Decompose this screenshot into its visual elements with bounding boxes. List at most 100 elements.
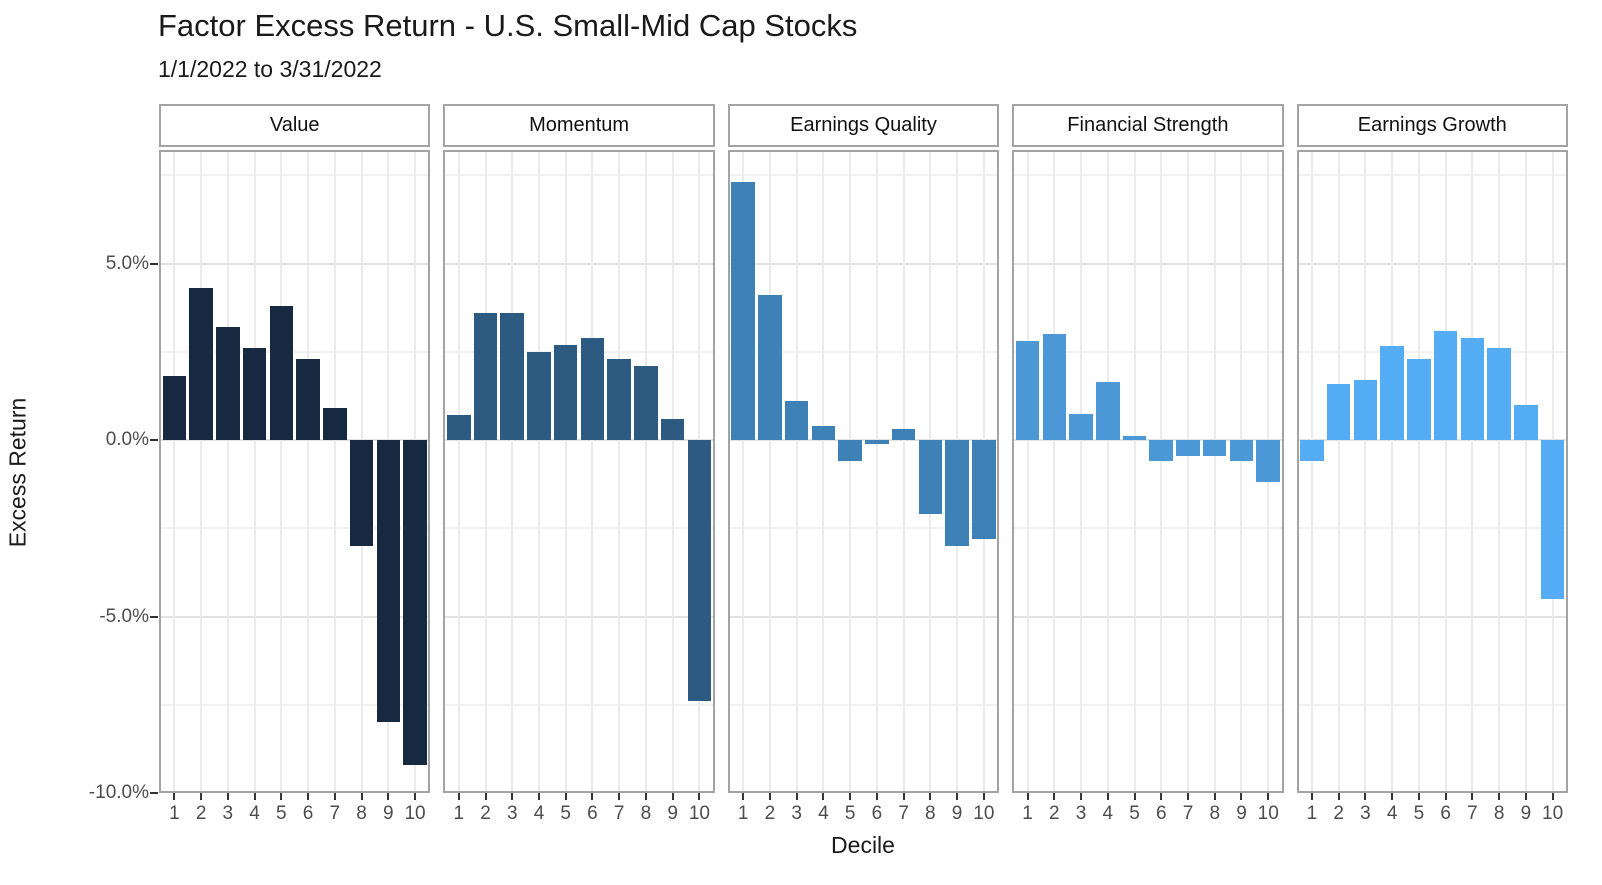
facet-panel-earnings-growth	[1296, 150, 1568, 793]
x-tick-label-momentum-1: 1	[453, 803, 465, 824]
x-tick-mark	[226, 793, 229, 800]
x-tick-label-earnings-quality-9: 9	[951, 803, 963, 824]
gridline-minor	[445, 350, 713, 353]
x-tick-mark	[484, 793, 487, 800]
x-tick-label-momentum-5: 5	[560, 803, 572, 824]
bar-value-decile-3	[216, 327, 240, 440]
bar-momentum-decile-8	[634, 365, 658, 440]
gridline-vertical	[822, 152, 825, 791]
gridline-vertical	[1337, 152, 1340, 791]
bar-earnings-growth-decile-9	[1514, 404, 1538, 440]
x-tick-mark	[929, 793, 932, 800]
gridline-major	[161, 262, 429, 265]
x-tick-label-momentum-7: 7	[613, 803, 625, 824]
x-tick-mark	[1106, 793, 1109, 800]
facet-panel-financial-strength	[1012, 150, 1284, 793]
bar-value-decile-6	[296, 358, 320, 440]
bar-earnings-quality-decile-6	[865, 440, 889, 444]
x-tick-label-momentum-2: 2	[480, 803, 491, 824]
x-tick-label-momentum-10: 10	[688, 803, 710, 824]
gridline-vertical	[1026, 152, 1029, 791]
facet-label-earnings-quality: Earnings Quality	[790, 114, 937, 136]
x-tick-mark	[1364, 793, 1367, 800]
gridline-minor	[1298, 703, 1566, 706]
bar-financial-strength-decile-10	[1256, 440, 1280, 483]
gridline-vertical	[849, 152, 852, 791]
x-tick-label-financial-strength-4: 4	[1102, 803, 1114, 824]
gridline-major	[729, 439, 998, 441]
y-tick-label--5-0-: -5.0%	[99, 605, 149, 627]
gridline-minor	[445, 703, 713, 706]
bar-financial-strength-decile-2	[1042, 334, 1067, 440]
facet-strip-earnings-growth: Earnings Growth	[1296, 104, 1568, 147]
facet-label-value: Value	[269, 114, 320, 136]
gridline-vertical	[1364, 152, 1367, 791]
x-tick-mark	[1391, 793, 1394, 800]
x-tick-label-earnings-growth-5: 5	[1413, 803, 1425, 824]
bar-financial-strength-decile-5	[1122, 436, 1147, 440]
x-tick-label-earnings-quality-7: 7	[898, 803, 909, 824]
gridline-minor	[161, 174, 429, 177]
x-tick-label-earnings-quality-2: 2	[764, 803, 776, 824]
y-tick-mark	[150, 792, 158, 794]
gridline-vertical	[1186, 152, 1189, 791]
bar-financial-strength-decile-3	[1069, 413, 1093, 440]
x-axis-title: Decile	[831, 832, 895, 858]
x-tick-mark	[822, 793, 825, 800]
bar-earnings-quality-decile-7	[891, 429, 916, 440]
x-tick-mark	[742, 793, 745, 800]
gridline-vertical	[1053, 152, 1056, 791]
x-tick-label-value-9: 9	[382, 803, 394, 824]
bar-momentum-decile-6	[580, 337, 605, 440]
gridline-minor	[1014, 174, 1282, 177]
x-tick-mark	[671, 793, 674, 800]
x-tick-label-earnings-quality-4: 4	[818, 803, 829, 824]
x-tick-mark	[457, 793, 460, 800]
x-tick-mark	[387, 793, 390, 800]
x-tick-mark	[768, 793, 771, 800]
gridline-minor	[729, 350, 998, 353]
gridline-minor	[1298, 527, 1566, 530]
bar-financial-strength-decile-1	[1015, 341, 1040, 440]
x-tick-label-momentum-4: 4	[533, 803, 545, 824]
bar-value-decile-8	[349, 440, 374, 546]
bar-value-decile-2	[189, 288, 213, 440]
y-tick-mark	[150, 262, 158, 265]
y-tick-mark	[150, 615, 158, 618]
facet-strip-momentum: Momentum	[443, 104, 715, 147]
x-tick-mark	[1026, 793, 1029, 800]
gridline-vertical	[671, 152, 674, 791]
x-tick-mark	[1417, 793, 1420, 800]
gridline-vertical	[226, 152, 229, 791]
gridline-vertical	[1106, 152, 1109, 791]
y-tick-mark	[150, 439, 158, 441]
x-tick-label-financial-strength-7: 7	[1182, 803, 1194, 824]
gridline-vertical	[307, 152, 310, 791]
x-tick-mark	[1471, 793, 1474, 800]
x-tick-label-earnings-growth-9: 9	[1520, 803, 1532, 824]
x-tick-mark	[1551, 793, 1554, 800]
x-tick-mark	[253, 793, 256, 800]
facet-panel-earnings-quality	[727, 150, 1000, 793]
x-tick-label-financial-strength-9: 9	[1236, 803, 1247, 824]
x-tick-label-value-10: 10	[404, 803, 426, 824]
bar-value-decile-1	[162, 376, 187, 440]
gridline-major	[445, 439, 713, 441]
x-tick-label-momentum-9: 9	[667, 803, 678, 824]
x-tick-label-value-4: 4	[249, 803, 260, 824]
gridline-minor	[1014, 350, 1282, 353]
gridline-major	[1014, 439, 1282, 441]
x-tick-label-financial-strength-3: 3	[1075, 803, 1087, 824]
x-tick-mark	[875, 793, 878, 800]
gridline-vertical	[902, 152, 905, 791]
gridline-major	[1298, 615, 1566, 618]
x-tick-label-earnings-growth-1: 1	[1306, 803, 1318, 824]
bar-earnings-quality-decile-5	[838, 440, 862, 462]
gridline-vertical	[644, 152, 647, 791]
gridline-vertical	[795, 152, 798, 791]
x-tick-label-value-7: 7	[329, 803, 341, 824]
bar-earnings-quality-decile-4	[811, 425, 836, 440]
gridline-major	[161, 439, 429, 441]
gridline-vertical	[1080, 152, 1083, 791]
